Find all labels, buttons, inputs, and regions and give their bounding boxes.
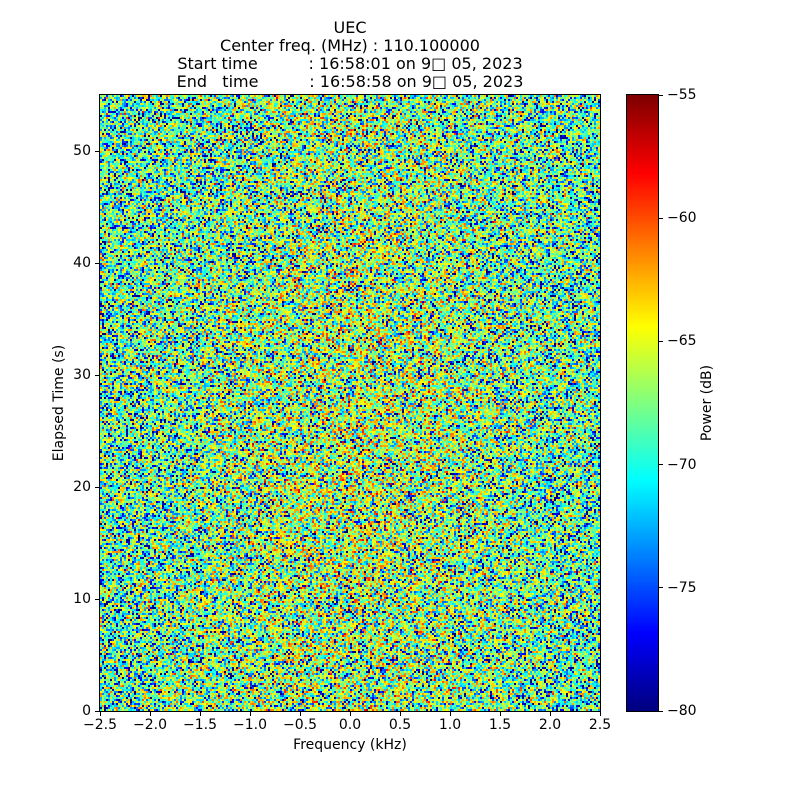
- x-tick-mark: [449, 712, 451, 716]
- colorbar-label: Power (dB): [699, 364, 715, 442]
- x-tick-mark: [249, 712, 251, 716]
- colorbar-gradient: [627, 95, 658, 711]
- x-tick-mark: [599, 712, 601, 716]
- x-tick-label: −2.5: [83, 717, 117, 733]
- x-tick-label: 1.0: [438, 717, 462, 733]
- x-tick-mark: [499, 712, 501, 716]
- colorbar-tick-mark: [659, 710, 663, 712]
- x-tick-label: 0.0: [338, 717, 362, 733]
- colorbar-tick-label: −60: [667, 210, 697, 227]
- y-tick-mark: [95, 150, 99, 152]
- x-tick-label: −1.5: [183, 717, 217, 733]
- colorbar-tick-label: −75: [667, 579, 697, 596]
- colorbar-tick-mark: [659, 217, 663, 219]
- x-tick-label: 1.5: [488, 717, 512, 733]
- x-tick-mark: [149, 712, 151, 716]
- colorbar-tick-label: −55: [667, 87, 697, 103]
- x-tick-label: 2.0: [538, 717, 562, 733]
- x-tick-mark: [549, 712, 551, 716]
- y-tick-mark: [95, 374, 99, 376]
- x-tick-label: −0.5: [283, 717, 317, 733]
- y-tick-mark: [95, 262, 99, 264]
- y-tick-label: 0: [82, 703, 91, 719]
- y-axis-label: Elapsed Time (s): [51, 344, 67, 462]
- x-tick-mark: [299, 712, 301, 716]
- colorbar-tick-mark: [659, 340, 663, 342]
- x-axis-label: Frequency (kHz): [293, 737, 407, 753]
- x-tick-label: 2.5: [588, 717, 612, 733]
- x-tick-label: 0.5: [388, 717, 412, 733]
- colorbar-tick-label: −80: [667, 703, 697, 719]
- colorbar-tick-label: −70: [667, 456, 697, 473]
- x-tick-label: −1.0: [233, 717, 267, 733]
- colorbar-tick-label: −65: [667, 333, 697, 350]
- y-tick-mark: [95, 710, 99, 712]
- x-tick-mark: [199, 712, 201, 716]
- y-tick-label: 40: [73, 255, 91, 271]
- chart-title: UEC Center freq. (MHz) : 110.100000 Star…: [176, 18, 524, 91]
- x-tick-label: −2.0: [133, 717, 167, 733]
- x-tick-mark: [399, 712, 401, 716]
- colorbar-tick-mark: [659, 464, 663, 466]
- y-tick-mark: [95, 598, 99, 600]
- x-tick-mark: [99, 712, 101, 716]
- y-tick-label: 50: [73, 143, 91, 159]
- y-tick-label: 10: [73, 591, 91, 607]
- spectrogram-heatmap: [100, 95, 600, 711]
- colorbar-tick-mark: [659, 94, 663, 96]
- plot-area: [99, 94, 601, 712]
- y-tick-label: 20: [73, 479, 91, 495]
- y-tick-mark: [95, 486, 99, 488]
- x-tick-mark: [349, 712, 351, 716]
- y-tick-label: 30: [73, 367, 91, 383]
- colorbar-tick-mark: [659, 587, 663, 589]
- colorbar: [626, 94, 659, 712]
